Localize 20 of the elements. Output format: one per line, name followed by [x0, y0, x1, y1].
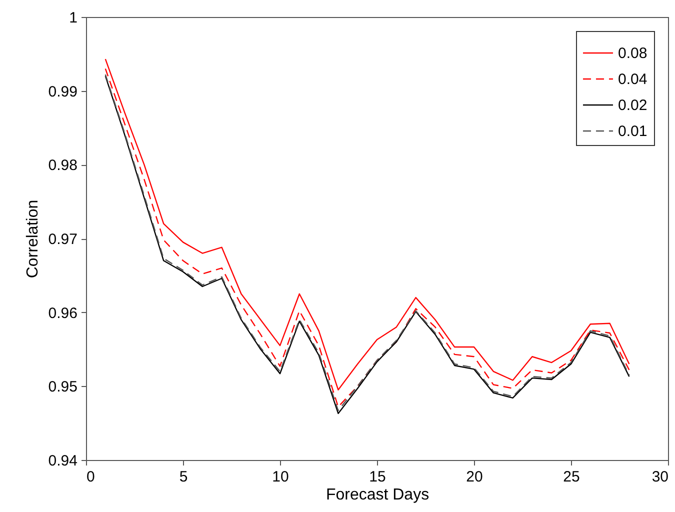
y-tick-label: 0.95 — [48, 378, 78, 396]
x-axis-title: Forecast Days — [326, 486, 430, 504]
y-tick-label: 0.98 — [48, 157, 78, 174]
legend-label: 0.01 — [618, 123, 648, 140]
y-tick-label: 0.96 — [48, 304, 78, 322]
x-tick-label: 5 — [179, 468, 188, 486]
y-tick-label: 0.99 — [48, 83, 78, 100]
legend-label: 0.02 — [618, 97, 648, 114]
x-tick-label: 10 — [272, 468, 289, 486]
y-tick-label: 0.97 — [48, 231, 78, 248]
y-tick-label: 0.94 — [48, 452, 78, 470]
y-axis-title: Correlation — [24, 200, 42, 278]
x-tick-label: 25 — [563, 468, 580, 486]
legend-label: 0.08 — [618, 45, 648, 62]
x-tick-label: 0 — [86, 468, 95, 486]
y-tick-label: 1 — [69, 10, 78, 26]
x-tick-label: 15 — [369, 468, 386, 486]
x-tick-label: 20 — [466, 468, 483, 486]
x-tick-label: 30 — [652, 468, 668, 486]
legend-label: 0.04 — [618, 71, 648, 88]
